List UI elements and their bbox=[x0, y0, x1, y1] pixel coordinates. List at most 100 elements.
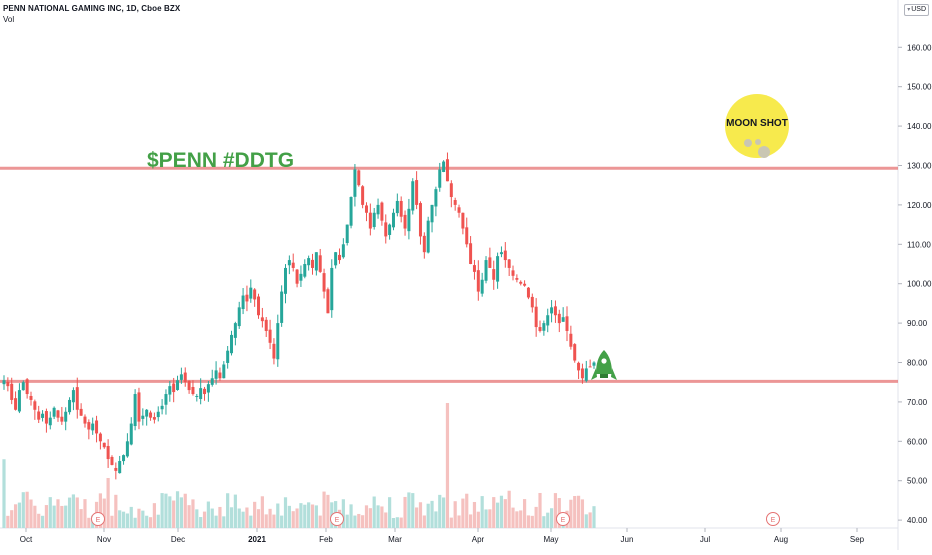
currency-badge[interactable]: ▾USD bbox=[904, 4, 929, 16]
volume-bar bbox=[380, 506, 384, 528]
volume-bar bbox=[133, 517, 137, 528]
candle-body bbox=[322, 273, 326, 292]
candle-body bbox=[203, 388, 207, 395]
volume-bar bbox=[303, 504, 307, 528]
volume-bar bbox=[592, 506, 596, 528]
x-tick-label: Oct bbox=[20, 535, 33, 544]
candle-body bbox=[442, 161, 446, 172]
y-tick-label: 160.00 bbox=[907, 43, 932, 52]
candle-body bbox=[538, 327, 542, 331]
volume-bar bbox=[376, 505, 380, 528]
volume-bar bbox=[10, 510, 14, 528]
y-tick-label: 50.00 bbox=[907, 477, 928, 486]
volume-bar bbox=[368, 508, 372, 528]
volume-bar bbox=[79, 509, 83, 528]
volume-bar bbox=[291, 511, 295, 528]
earnings-marker-label: E bbox=[335, 517, 340, 524]
volume-bar bbox=[13, 504, 18, 528]
volume-bar bbox=[233, 494, 237, 528]
candle-body bbox=[484, 260, 488, 281]
volume-bar bbox=[21, 492, 25, 528]
candle-body bbox=[569, 333, 573, 347]
candle-body bbox=[534, 306, 538, 328]
volume-bar bbox=[256, 509, 261, 528]
candle-body bbox=[245, 294, 249, 302]
candle-body bbox=[122, 455, 126, 462]
earnings-marker[interactable]: E bbox=[330, 512, 344, 526]
x-tick-label: Sep bbox=[850, 535, 865, 544]
volume-bar bbox=[364, 505, 369, 528]
volume-bar bbox=[264, 514, 268, 528]
candle-body bbox=[550, 307, 554, 314]
candle-body bbox=[237, 307, 241, 327]
symbol-title: PENN NATIONAL GAMING INC, 1D, Cboe BZX bbox=[3, 4, 181, 13]
volume-bar bbox=[526, 515, 531, 528]
volume-bar bbox=[542, 516, 546, 528]
volume-bar bbox=[141, 510, 145, 528]
volume-bar bbox=[469, 514, 473, 528]
volume-bar bbox=[318, 515, 322, 528]
volume-bar bbox=[60, 505, 64, 528]
volume-bar bbox=[195, 509, 199, 528]
volume-bar bbox=[519, 510, 523, 528]
volume-bar bbox=[164, 493, 168, 528]
earnings-marker[interactable]: E bbox=[766, 512, 780, 526]
volume-bar bbox=[349, 504, 353, 528]
candle-body bbox=[345, 224, 349, 243]
volume-bar bbox=[557, 498, 561, 528]
candle-body bbox=[515, 278, 519, 280]
y-tick-label: 90.00 bbox=[907, 319, 928, 328]
volume-bar bbox=[415, 507, 419, 528]
candle-body bbox=[353, 169, 357, 197]
candle-body bbox=[318, 255, 322, 272]
volume-bar bbox=[422, 515, 426, 528]
volume-bar bbox=[511, 507, 515, 528]
volume-bar bbox=[148, 517, 153, 528]
candle-body bbox=[523, 283, 527, 286]
volume-bar bbox=[160, 493, 164, 528]
volume-bar bbox=[67, 497, 72, 528]
volume-bar bbox=[187, 505, 191, 528]
volume-bar bbox=[121, 511, 126, 528]
volume-bar bbox=[40, 515, 45, 528]
candle-body bbox=[179, 374, 183, 380]
volume-bar bbox=[210, 508, 214, 528]
volume-bar bbox=[580, 499, 585, 528]
volume-bar bbox=[388, 497, 392, 528]
volume-bar bbox=[472, 501, 477, 528]
candle-body bbox=[156, 411, 160, 418]
earnings-marker[interactable]: E bbox=[91, 512, 105, 526]
candle-body bbox=[249, 287, 253, 299]
volume-bar bbox=[411, 493, 415, 528]
x-tick-label: Dec bbox=[171, 535, 185, 544]
volume-bar bbox=[445, 403, 450, 528]
candle-body bbox=[472, 265, 476, 272]
candle-body bbox=[210, 378, 214, 385]
candle-body bbox=[233, 323, 237, 338]
volume-bar bbox=[295, 508, 299, 528]
earnings-marker[interactable]: E bbox=[556, 512, 570, 526]
y-tick-label: 40.00 bbox=[907, 516, 928, 525]
candle-body bbox=[137, 392, 141, 422]
volume-bar bbox=[430, 500, 434, 528]
volume-bar bbox=[175, 491, 180, 528]
candle-body bbox=[6, 381, 10, 387]
candle-body bbox=[287, 260, 291, 266]
candle-body bbox=[114, 467, 118, 471]
candle-body bbox=[384, 222, 388, 237]
volume-bar bbox=[573, 496, 577, 528]
volume-bar bbox=[237, 508, 241, 528]
candle-body bbox=[295, 269, 299, 284]
volume-bar bbox=[125, 513, 129, 528]
volume-bar bbox=[549, 508, 554, 528]
candle-body bbox=[79, 408, 83, 416]
volume-bar bbox=[434, 511, 438, 528]
candle-body bbox=[102, 442, 106, 448]
candle-body bbox=[33, 401, 37, 410]
candle-body bbox=[56, 410, 60, 418]
candle-body bbox=[133, 394, 137, 427]
candle-body bbox=[75, 387, 79, 410]
candle-body bbox=[588, 366, 592, 368]
volume-bar bbox=[129, 506, 133, 528]
